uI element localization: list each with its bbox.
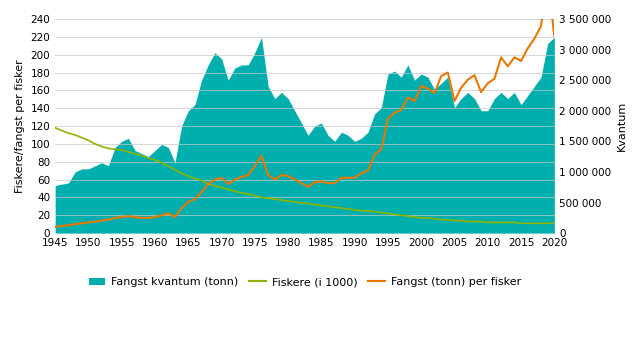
Y-axis label: Fiskere/fangst per fisker: Fiskere/fangst per fisker <box>15 59 25 193</box>
Legend: Fangst kvantum (tonn), Fiskere (i 1000), Fangst (tonn) per fisker: Fangst kvantum (tonn), Fiskere (i 1000),… <box>84 273 525 292</box>
Y-axis label: Kvantum: Kvantum <box>617 101 627 151</box>
